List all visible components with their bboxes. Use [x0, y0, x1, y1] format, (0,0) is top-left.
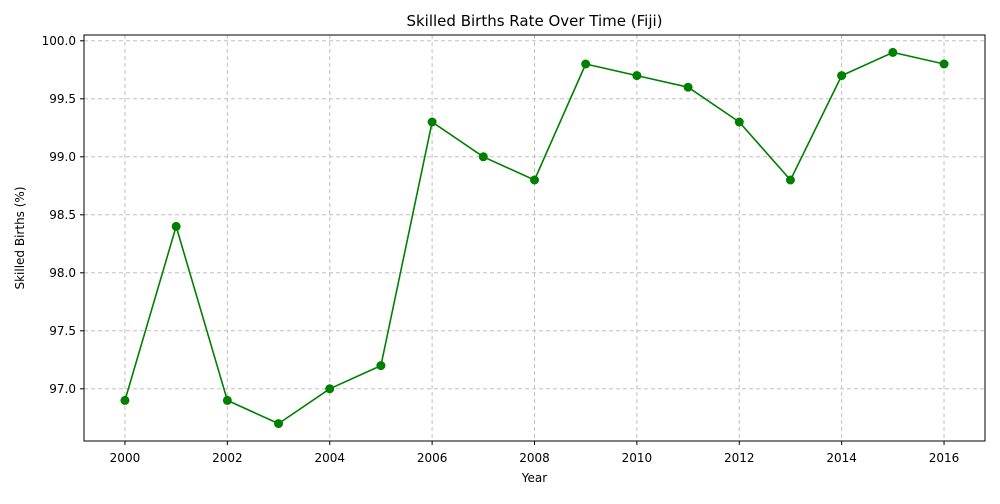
- y-tick-label: 99.0: [49, 150, 76, 164]
- x-tick-label: 2004: [314, 451, 345, 465]
- data-point: [478, 152, 488, 162]
- y-tick-label: 98.5: [49, 208, 76, 222]
- x-tick-label: 2010: [622, 451, 653, 465]
- x-tick-label: 2014: [826, 451, 857, 465]
- data-point: [376, 361, 386, 371]
- data-point: [632, 71, 642, 81]
- data-series: [120, 47, 949, 429]
- data-point: [325, 384, 335, 394]
- data-point: [888, 47, 898, 57]
- data-point: [222, 395, 232, 405]
- x-axis: 2000 2002 2004 2006 2008 2010 2012 2014 2016: [110, 441, 960, 465]
- y-tick-label: 98.0: [49, 266, 76, 280]
- x-tick-label: 2008: [519, 451, 550, 465]
- chart-title: Skilled Births Rate Over Time (Fiji): [406, 12, 662, 30]
- x-tick-label: 2002: [212, 451, 243, 465]
- data-point: [274, 419, 284, 429]
- y-axis-label: Skilled Births (%): [13, 186, 27, 289]
- y-tick-label: 97.0: [49, 382, 76, 396]
- data-point: [427, 117, 437, 127]
- data-point: [939, 59, 949, 69]
- grid-lines: [84, 35, 985, 441]
- x-tick-label: 2000: [110, 451, 141, 465]
- x-tick-label: 2006: [417, 451, 448, 465]
- x-tick-label: 2012: [724, 451, 755, 465]
- data-point: [530, 175, 539, 185]
- y-tick-label: 100.0: [42, 34, 76, 48]
- data-point: [581, 59, 591, 69]
- data-point: [683, 82, 693, 92]
- data-point: [171, 221, 181, 231]
- data-point: [837, 71, 847, 81]
- x-axis-label: Year: [521, 471, 547, 485]
- x-tick-label: 2016: [929, 451, 960, 465]
- y-axis: 97.0 97.5 98.0 98.5 99.0 99.5 100.0: [42, 34, 84, 396]
- y-tick-label: 97.5: [49, 324, 76, 338]
- y-tick-label: 99.5: [49, 92, 76, 106]
- data-point: [120, 395, 130, 405]
- data-point: [785, 175, 795, 185]
- data-point: [734, 117, 744, 127]
